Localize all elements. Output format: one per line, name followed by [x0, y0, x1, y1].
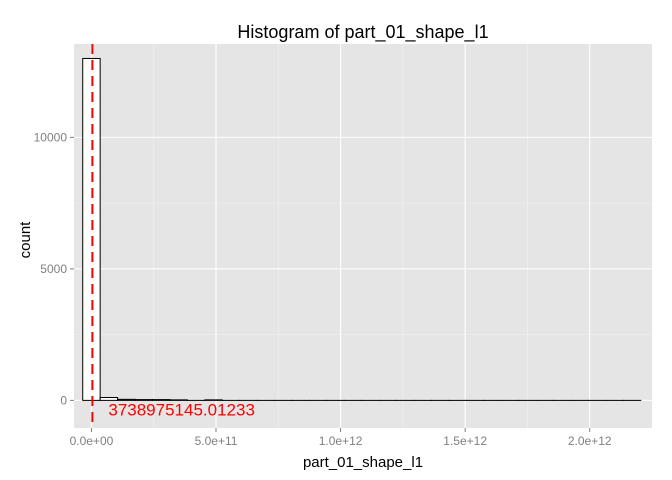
x-tick-label: 2.0e+12 [568, 434, 612, 448]
x-axis-title: part_01_shape_l1 [303, 454, 423, 471]
y-axis-title: count [17, 221, 34, 259]
x-axis-ticks: 0.0e+00 5.0e+11 1.0e+12 1.5e+12 2.0e+12 [70, 428, 612, 448]
x-tick-label: 1.5e+12 [443, 434, 487, 448]
y-tick-label: 10000 [34, 130, 68, 144]
y-tick-label: 5000 [40, 262, 67, 276]
x-tick-label: 0.0e+00 [70, 434, 114, 448]
x-tick-label: 5.0e+11 [195, 434, 238, 448]
chart-title: Histogram of part_01_shape_l1 [237, 22, 488, 43]
x-tick-label: 1.0e+12 [319, 434, 363, 448]
minor-gridlines [74, 44, 652, 428]
y-tick-label: 0 [60, 393, 67, 407]
plot-panel [74, 44, 652, 428]
y-axis-ticks: 0 5000 10000 [34, 130, 74, 407]
reference-line-label: 3738975145.01233 [108, 400, 255, 419]
reference-line-group: 3738975145.01233 [91, 44, 255, 428]
